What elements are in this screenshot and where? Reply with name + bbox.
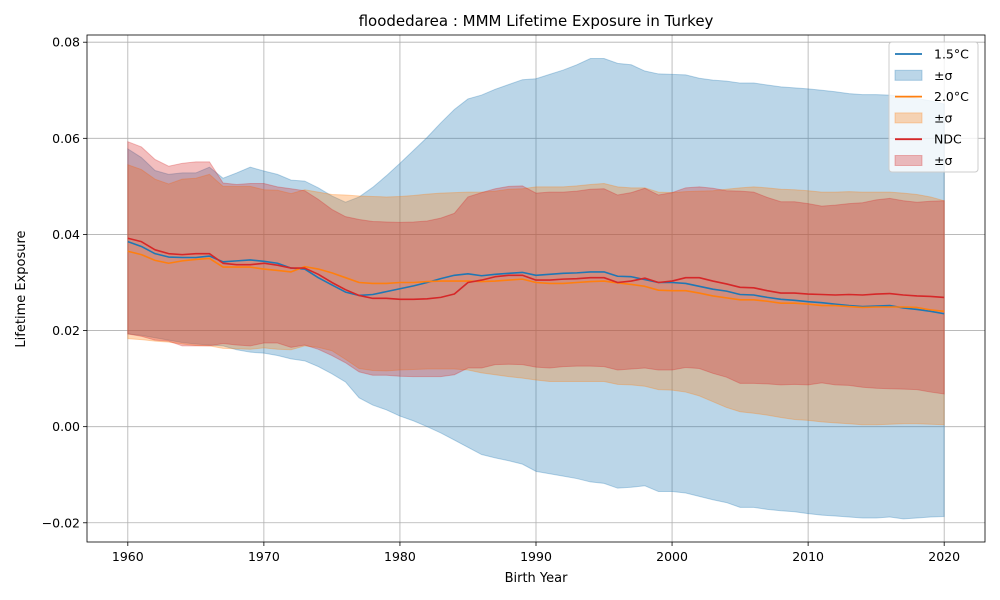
band-series-2 [127, 140, 945, 395]
x-axis-title: Birth Year [505, 571, 569, 586]
y-tick-label: 0.00 [52, 419, 80, 434]
y-tick-label: −0.02 [42, 515, 80, 530]
x-tick-label: 2010 [792, 549, 824, 564]
legend-band-1 [894, 112, 923, 124]
legend-label-1: 2.0°C [934, 89, 969, 104]
legend-band-label-1: ±σ [934, 110, 952, 125]
x-tick-label: 1980 [384, 549, 416, 564]
legend-band-label-2: ±σ [934, 153, 952, 168]
line-series-1 [127, 250, 945, 313]
legend: 1.5°C ±σ 2.0°C ±σ NDC ±σ [888, 41, 979, 173]
x-tick-label: 1970 [248, 549, 280, 564]
legend-label-0: 1.5°C [934, 47, 969, 62]
band-series-0 [127, 58, 945, 520]
line-series-0 [127, 240, 945, 315]
x-tick-label: 1990 [520, 549, 552, 564]
uncertainty-bands [127, 58, 945, 520]
legend-band-2 [894, 155, 923, 166]
y-axis-title: Lifetime Exposure [14, 230, 29, 347]
x-tick-label: 1960 [112, 549, 144, 564]
legend-band-label-0: ±σ [934, 68, 952, 83]
axis-ticks: 1960 1970 1980 1990 2000 2010 2020 −0.02 0.00 0.0… [42, 35, 960, 564]
legend-band-0 [894, 69, 923, 81]
y-tick-label: 0.04 [52, 227, 80, 242]
band-series-1 [127, 164, 945, 426]
line-series-2 [127, 237, 945, 301]
legend-label-2: NDC [934, 132, 962, 147]
x-tick-label: 2000 [656, 549, 688, 564]
series-lines [127, 237, 945, 315]
grid-lines [87, 35, 985, 542]
y-tick-label: 0.08 [52, 35, 80, 50]
y-tick-label: 0.06 [52, 131, 80, 146]
y-tick-label: 0.02 [52, 323, 80, 338]
chart-title: floodedarea : MMM Lifetime Exposure in T… [359, 12, 714, 30]
x-tick-label: 2020 [928, 549, 960, 564]
